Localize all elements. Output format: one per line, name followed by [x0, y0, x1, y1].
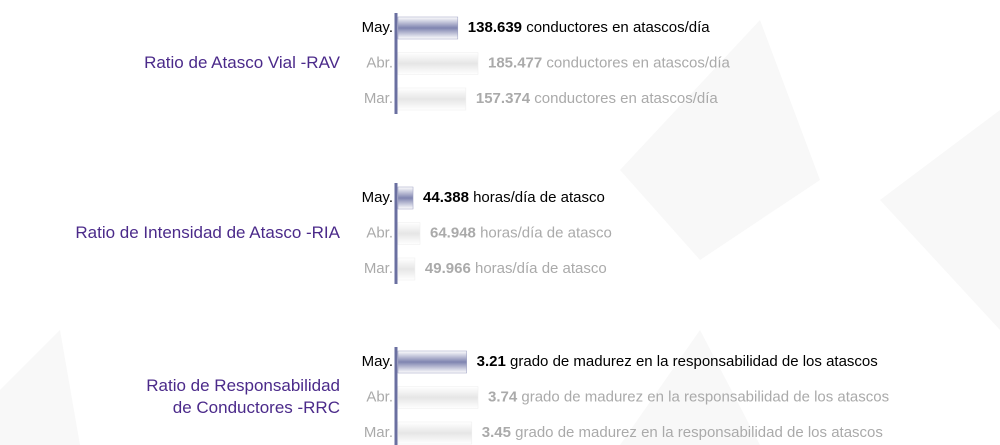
- value-label: 138.639 conductores en atascos/día: [468, 19, 711, 36]
- category-label: Mar.: [364, 424, 393, 441]
- bar: [397, 222, 421, 245]
- category-label: May.: [362, 19, 393, 36]
- unit: horas/día de atasco: [475, 260, 607, 277]
- value: 138.639: [468, 19, 522, 36]
- category-label: Abr.: [366, 388, 393, 405]
- bar: [397, 186, 414, 210]
- value: 3.45: [482, 424, 511, 441]
- bar: [397, 386, 479, 409]
- value: 3.74: [488, 388, 518, 405]
- bar: [397, 87, 467, 111]
- value: 3.21: [477, 353, 506, 370]
- category-label: May.: [362, 353, 393, 370]
- unit: grado de madurez en la responsabilidad d…: [510, 353, 878, 370]
- bar: [397, 52, 479, 75]
- unit: grado de madurez en la responsabilidad d…: [515, 424, 883, 441]
- bar: [397, 421, 473, 445]
- value: 157.374: [476, 90, 531, 107]
- value-label: 3.74 grado de madurez en la responsabili…: [488, 388, 889, 405]
- bar: [397, 257, 416, 281]
- value-label: 49.966 horas/día de atasco: [425, 260, 607, 277]
- chart-title: Ratio de Intensidad de Atasco -RIA: [75, 223, 340, 242]
- value-label: 44.388 horas/día de atasco: [423, 189, 605, 206]
- unit: conductores en atascos/día: [534, 90, 718, 107]
- bar: [397, 350, 467, 374]
- value-label: 64.948 horas/día de atasco: [430, 224, 612, 241]
- chart-title: Ratio de Atasco Vial -RAV: [144, 53, 341, 72]
- unit: conductores en atascos/día: [526, 19, 710, 36]
- category-label: Abr.: [366, 224, 393, 241]
- unit: grado de madurez en la responsabilidad d…: [521, 388, 889, 405]
- value: 185.477: [488, 54, 542, 71]
- value-label: 3.21 grado de madurez en la responsabili…: [477, 353, 878, 370]
- value: 44.388: [423, 189, 469, 206]
- category-label: Abr.: [366, 54, 393, 71]
- category-label: May.: [362, 189, 393, 206]
- value-label: 185.477 conductores en atascos/día: [488, 54, 731, 71]
- unit: conductores en atascos/día: [546, 54, 730, 71]
- unit: horas/día de atasco: [480, 224, 612, 241]
- chart-title: Ratio de Responsabilidad: [146, 376, 340, 395]
- value: 49.966: [425, 260, 471, 277]
- value-label: 157.374 conductores en atascos/día: [476, 90, 719, 107]
- value: 64.948: [430, 224, 476, 241]
- background-shapes: [0, 20, 1000, 445]
- bar: [397, 16, 459, 40]
- value-label: 3.45 grado de madurez en la responsabili…: [482, 424, 883, 441]
- chart-title: de Conductores -RRC: [173, 398, 340, 417]
- category-label: Mar.: [364, 90, 393, 107]
- category-label: Mar.: [364, 260, 393, 277]
- unit: horas/día de atasco: [473, 189, 605, 206]
